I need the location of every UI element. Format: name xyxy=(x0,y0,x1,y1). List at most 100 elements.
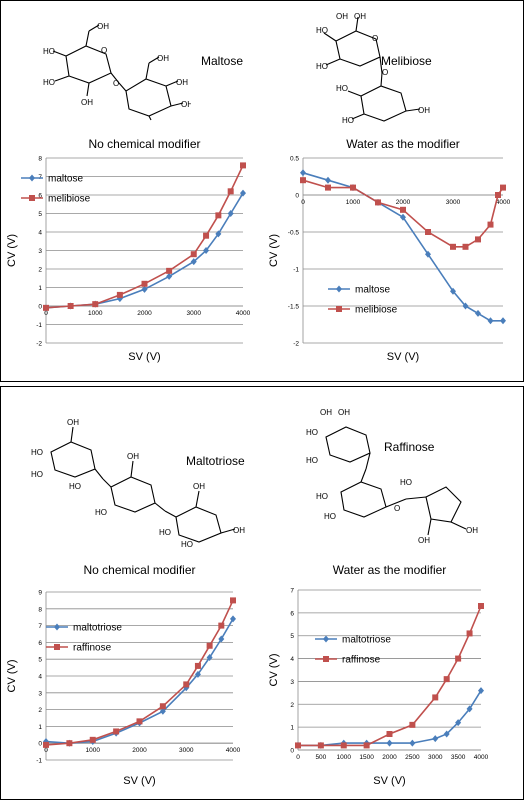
chart0-point-maltose xyxy=(203,247,210,254)
maltose-structure: OH HO HO OH OH O OH OH O xyxy=(43,22,191,121)
chart2-ylabel: CV (V) xyxy=(6,660,18,693)
chart3-legend-label-raffinose: raffinose xyxy=(342,655,381,666)
chart1-point-maltose xyxy=(425,250,431,258)
svg-text:OH: OH xyxy=(418,106,430,115)
svg-text:OH: OH xyxy=(97,22,109,31)
svg-text:OH: OH xyxy=(157,54,169,63)
chart0-ytick-label: 4 xyxy=(38,230,42,237)
chart0-point-maltose xyxy=(141,285,148,293)
chart2-point-maltotriose xyxy=(218,635,225,643)
chart2-point-raffinose xyxy=(194,662,201,669)
chart3-point-maltotriose xyxy=(455,719,462,727)
svg-text:HO: HO xyxy=(31,470,43,479)
chart0-point-melibiose xyxy=(227,188,234,195)
chart0-title: No chemical modifier xyxy=(88,137,200,151)
chart0-point-melibiose xyxy=(116,291,123,298)
chart1-point-maltose xyxy=(325,176,331,184)
chart1-legend-marker-maltose xyxy=(336,285,342,293)
chart3-xtick-label: 3500 xyxy=(451,754,466,761)
chart3-point-maltotriose xyxy=(409,739,416,747)
chart2-point-raffinose xyxy=(113,728,120,735)
chart2-xtick-label: 1000 xyxy=(86,747,101,754)
chart2-point-maltotriose xyxy=(206,654,213,662)
chart3-title: Water as the modifier xyxy=(333,563,447,577)
maltotriose-structure: OH HO HO HO OH HO OH OH HO HO xyxy=(31,418,245,547)
chart1-point-melibiose xyxy=(500,184,506,191)
chart3-xtick-label: 1000 xyxy=(337,754,352,761)
chart3-xtick-label: 0 xyxy=(296,754,300,761)
chart2-legend-label-raffinose: raffinose xyxy=(73,643,112,654)
chart0-point-maltose xyxy=(215,230,222,238)
svg-text:O: O xyxy=(113,79,119,88)
svg-text:HO: HO xyxy=(181,540,193,547)
chart2-ytick-label: 8 xyxy=(38,606,42,613)
chart0-point-melibiose xyxy=(240,162,246,169)
chart2-point-raffinose xyxy=(230,597,236,604)
chart1-point-melibiose xyxy=(475,236,481,243)
chart0-point-melibiose xyxy=(215,212,222,219)
chart2-point-maltotriose xyxy=(43,738,49,746)
chart1-ylabel: CV (V) xyxy=(268,234,280,267)
chart1-legend-marker-melibiose xyxy=(336,306,342,312)
chart3-ytick-label: 3 xyxy=(290,679,294,686)
chart0-point-melibiose xyxy=(67,303,74,309)
chart1-ytick-label: -2 xyxy=(293,341,299,348)
chart0-xtick-label: 2000 xyxy=(137,310,152,317)
chart0-point-maltose xyxy=(227,210,234,217)
chart3-point-raffinose xyxy=(466,630,473,637)
svg-text:HO: HO xyxy=(316,26,328,35)
svg-text:OH: OH xyxy=(418,536,430,545)
raffinose-label: Raffinose xyxy=(384,440,435,454)
chart2-ytick-label: -1 xyxy=(36,758,42,765)
chart0-xtick-label: 1000 xyxy=(88,310,103,317)
chart0-point-maltose xyxy=(190,258,197,266)
chart2-ytick-label: 5 xyxy=(38,657,42,664)
chart2-point-raffinose xyxy=(43,741,49,748)
chart3-point-raffinose xyxy=(363,742,370,749)
chart3-xtick-label: 3000 xyxy=(428,754,443,761)
chart3-point-raffinose xyxy=(295,742,301,749)
chart0-xlabel: SV (V) xyxy=(128,351,160,363)
svg-text:HO: HO xyxy=(336,84,348,93)
svg-text:OH: OH xyxy=(320,408,332,417)
chart3-xlabel: SV (V) xyxy=(373,775,405,787)
chart1-xtick-label: 2000 xyxy=(396,199,411,206)
chart1-point-maltose xyxy=(300,169,306,177)
svg-text:OH: OH xyxy=(193,482,205,491)
chart2-point-maltotriose xyxy=(194,670,201,678)
melibiose-label: Melibiose xyxy=(381,54,432,68)
chart1-xtick-label: 0 xyxy=(301,199,305,206)
chart3-ytick-label: 2 xyxy=(290,702,294,709)
svg-text:HO: HO xyxy=(159,528,171,537)
svg-text:HO: HO xyxy=(306,456,318,465)
svg-text:OH: OH xyxy=(81,98,93,107)
chart1-series-melibiose-line xyxy=(302,179,504,248)
chart1-ytick-label: -1 xyxy=(293,267,299,274)
svg-text:OH: OH xyxy=(176,78,188,87)
chart3-legend-marker-maltotriose xyxy=(323,635,329,643)
chart2-ytick-label: 9 xyxy=(38,590,42,597)
chart1-point-melibiose xyxy=(487,221,494,228)
chart3-xtick-label: 4000 xyxy=(474,754,489,761)
bottom-panel: OH HO HO HO OH HO OH OH HO HO Maltotriose OH OH… xyxy=(0,386,524,800)
chart0-xtick-label: 3000 xyxy=(187,310,202,317)
chart3-point-maltotriose xyxy=(443,730,450,738)
chart3-ytick-label: 6 xyxy=(290,610,294,617)
chart3-point-raffinose xyxy=(340,742,347,749)
chart1-point-melibiose xyxy=(325,184,331,191)
svg-text:OH: OH xyxy=(127,452,139,461)
chart1-xlabel: SV (V) xyxy=(387,351,419,363)
chart1-ytick-label: 0.5 xyxy=(290,156,299,163)
svg-text:HO: HO xyxy=(43,47,55,56)
chart2-ytick-label: 1 xyxy=(38,724,42,731)
chart0-point-maltose xyxy=(166,272,173,280)
chart2-point-raffinose xyxy=(136,718,143,725)
svg-text:OH: OH xyxy=(336,12,348,21)
svg-text:HO: HO xyxy=(400,478,412,487)
chart2-ytick-label: 3 xyxy=(38,690,42,697)
chart1-point-melibiose xyxy=(450,243,456,250)
top-panel: OH HO HO OH OH O OH OH O Maltose OH OH HO HO O HO … xyxy=(0,0,524,382)
chart3-legend-label-maltotriose: maltotriose xyxy=(342,635,391,646)
svg-text:OH: OH xyxy=(67,418,79,427)
chart3-ylabel: CV (V) xyxy=(268,654,280,687)
